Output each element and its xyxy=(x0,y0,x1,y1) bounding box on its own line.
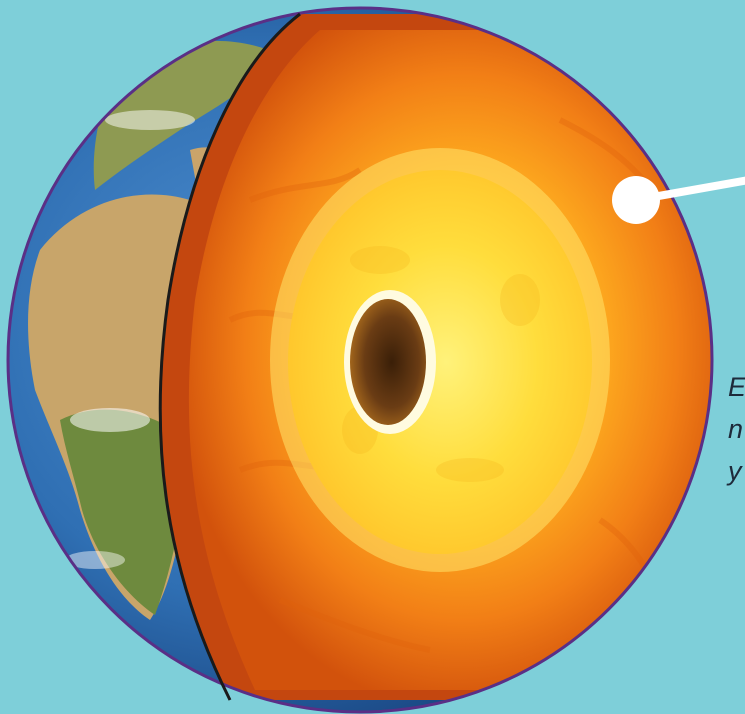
cutaway-section xyxy=(160,14,712,700)
globe-outline xyxy=(6,6,714,714)
caption-line-3: y xyxy=(728,456,742,486)
outer-core-texture xyxy=(342,246,540,482)
cut-edge-line xyxy=(158,12,301,701)
cloud-2 xyxy=(105,110,195,130)
caption-line-1: E xyxy=(728,372,745,402)
cloud-1 xyxy=(70,408,150,432)
cloud-3 xyxy=(65,551,125,569)
outer-core-layer xyxy=(288,170,592,554)
inner-core-layer xyxy=(350,299,426,425)
caption-line-2: n xyxy=(728,414,744,444)
land-africa-green xyxy=(60,409,190,615)
caption-text: E n y xyxy=(728,366,745,492)
callout-dot xyxy=(612,176,660,224)
